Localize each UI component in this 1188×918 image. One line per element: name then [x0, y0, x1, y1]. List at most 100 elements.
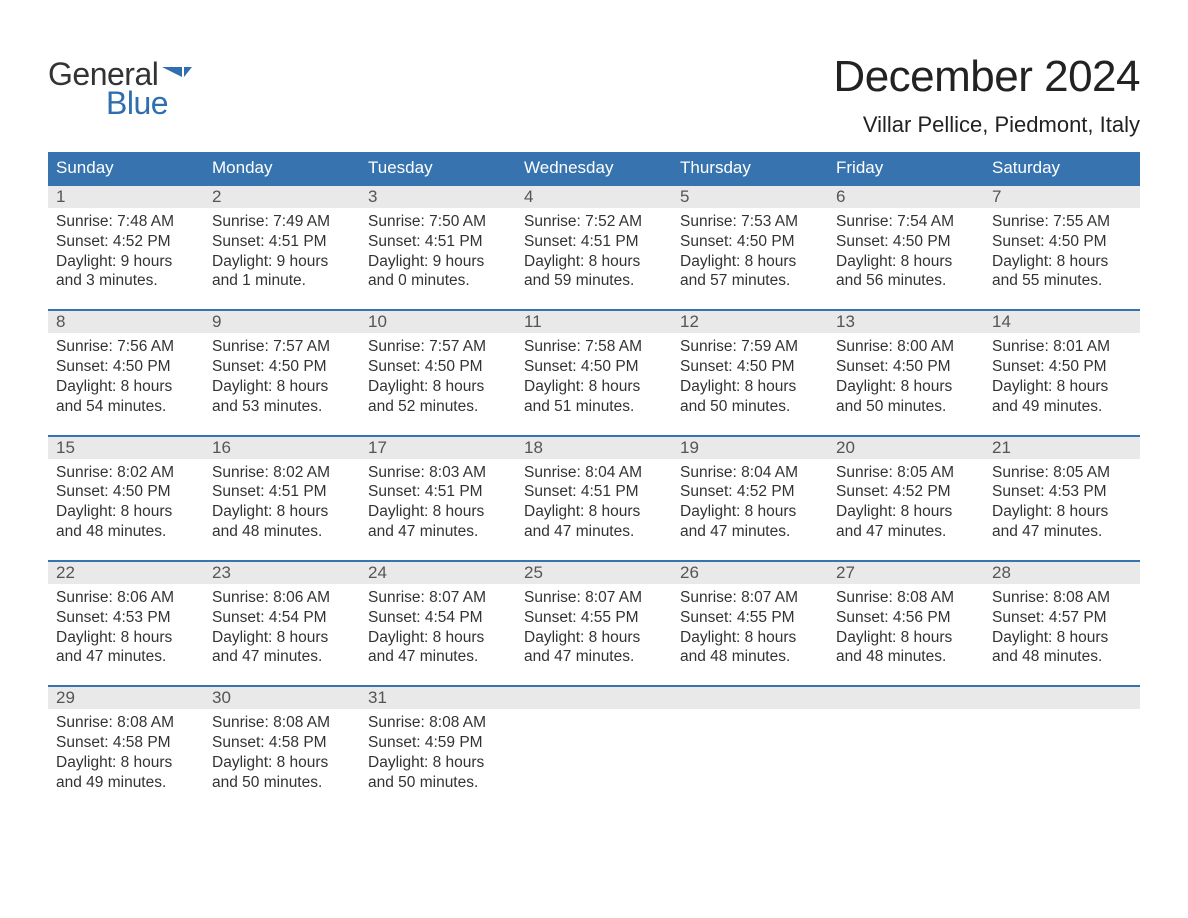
- day-number: 12: [672, 311, 828, 333]
- day-cell: 24Sunrise: 8:07 AMSunset: 4:54 PMDayligh…: [360, 562, 516, 671]
- day-content: Sunrise: 7:57 AMSunset: 4:50 PMDaylight:…: [360, 333, 516, 420]
- sunset-line: Sunset: 4:54 PM: [368, 608, 510, 628]
- day-cell: 11Sunrise: 7:58 AMSunset: 4:50 PMDayligh…: [516, 311, 672, 420]
- day-number: [984, 687, 1140, 709]
- day-content: Sunrise: 8:08 AMSunset: 4:58 PMDaylight:…: [48, 709, 204, 796]
- day-number: 23: [204, 562, 360, 584]
- sunrise-line: Sunrise: 7:49 AM: [212, 212, 354, 232]
- sunrise-line: Sunrise: 7:55 AM: [992, 212, 1134, 232]
- day-content: Sunrise: 8:05 AMSunset: 4:52 PMDaylight:…: [828, 459, 984, 546]
- sunrise-line: Sunrise: 7:53 AM: [680, 212, 822, 232]
- day-cell: 5Sunrise: 7:53 AMSunset: 4:50 PMDaylight…: [672, 186, 828, 295]
- sunset-line: Sunset: 4:51 PM: [524, 482, 666, 502]
- daylight-line-1: Daylight: 8 hours: [524, 377, 666, 397]
- sunrise-line: Sunrise: 7:58 AM: [524, 337, 666, 357]
- sunset-line: Sunset: 4:57 PM: [992, 608, 1134, 628]
- daylight-line-2: and 48 minutes.: [680, 647, 822, 667]
- day-cell: 18Sunrise: 8:04 AMSunset: 4:51 PMDayligh…: [516, 437, 672, 546]
- day-cell: 22Sunrise: 8:06 AMSunset: 4:53 PMDayligh…: [48, 562, 204, 671]
- day-cell: 20Sunrise: 8:05 AMSunset: 4:52 PMDayligh…: [828, 437, 984, 546]
- week-row: 1Sunrise: 7:48 AMSunset: 4:52 PMDaylight…: [48, 184, 1140, 295]
- day-number: 7: [984, 186, 1140, 208]
- day-cell: 16Sunrise: 8:02 AMSunset: 4:51 PMDayligh…: [204, 437, 360, 546]
- day-number: 29: [48, 687, 204, 709]
- day-cell: 7Sunrise: 7:55 AMSunset: 4:50 PMDaylight…: [984, 186, 1140, 295]
- sunrise-line: Sunrise: 8:08 AM: [992, 588, 1134, 608]
- day-content: Sunrise: 8:02 AMSunset: 4:50 PMDaylight:…: [48, 459, 204, 546]
- daylight-line-1: Daylight: 8 hours: [368, 753, 510, 773]
- day-content: Sunrise: 8:08 AMSunset: 4:56 PMDaylight:…: [828, 584, 984, 671]
- daylight-line-2: and 55 minutes.: [992, 271, 1134, 291]
- day-cell: 14Sunrise: 8:01 AMSunset: 4:50 PMDayligh…: [984, 311, 1140, 420]
- day-cell: 31Sunrise: 8:08 AMSunset: 4:59 PMDayligh…: [360, 687, 516, 796]
- sunrise-line: Sunrise: 8:08 AM: [56, 713, 198, 733]
- day-number: 11: [516, 311, 672, 333]
- day-content: Sunrise: 7:58 AMSunset: 4:50 PMDaylight:…: [516, 333, 672, 420]
- day-content: Sunrise: 8:07 AMSunset: 4:55 PMDaylight:…: [672, 584, 828, 671]
- week-row: 29Sunrise: 8:08 AMSunset: 4:58 PMDayligh…: [48, 685, 1140, 796]
- sunset-line: Sunset: 4:56 PM: [836, 608, 978, 628]
- day-content: Sunrise: 8:05 AMSunset: 4:53 PMDaylight:…: [984, 459, 1140, 546]
- weekday-header: Monday: [204, 152, 360, 184]
- day-number: 26: [672, 562, 828, 584]
- day-cell: 10Sunrise: 7:57 AMSunset: 4:50 PMDayligh…: [360, 311, 516, 420]
- sunrise-line: Sunrise: 8:07 AM: [680, 588, 822, 608]
- sunrise-line: Sunrise: 8:01 AM: [992, 337, 1134, 357]
- daylight-line-2: and 53 minutes.: [212, 397, 354, 417]
- day-cell: 21Sunrise: 8:05 AMSunset: 4:53 PMDayligh…: [984, 437, 1140, 546]
- sunrise-line: Sunrise: 8:04 AM: [680, 463, 822, 483]
- day-cell: 26Sunrise: 8:07 AMSunset: 4:55 PMDayligh…: [672, 562, 828, 671]
- day-number: 8: [48, 311, 204, 333]
- day-number: [516, 687, 672, 709]
- week-row: 15Sunrise: 8:02 AMSunset: 4:50 PMDayligh…: [48, 435, 1140, 546]
- day-content: Sunrise: 7:54 AMSunset: 4:50 PMDaylight:…: [828, 208, 984, 295]
- daylight-line-2: and 47 minutes.: [368, 522, 510, 542]
- daylight-line-2: and 56 minutes.: [836, 271, 978, 291]
- daylight-line-1: Daylight: 8 hours: [680, 502, 822, 522]
- calendar-weeks: 1Sunrise: 7:48 AMSunset: 4:52 PMDaylight…: [48, 184, 1140, 797]
- sunset-line: Sunset: 4:50 PM: [680, 357, 822, 377]
- day-content: Sunrise: 8:01 AMSunset: 4:50 PMDaylight:…: [984, 333, 1140, 420]
- day-cell: 29Sunrise: 8:08 AMSunset: 4:58 PMDayligh…: [48, 687, 204, 796]
- day-cell: [672, 687, 828, 796]
- day-cell: 9Sunrise: 7:57 AMSunset: 4:50 PMDaylight…: [204, 311, 360, 420]
- daylight-line-1: Daylight: 8 hours: [524, 502, 666, 522]
- daylight-line-1: Daylight: 8 hours: [992, 502, 1134, 522]
- month-title: December 2024: [833, 52, 1140, 102]
- sunset-line: Sunset: 4:55 PM: [524, 608, 666, 628]
- daylight-line-1: Daylight: 8 hours: [524, 628, 666, 648]
- daylight-line-2: and 47 minutes.: [680, 522, 822, 542]
- daylight-line-1: Daylight: 8 hours: [212, 628, 354, 648]
- sunrise-line: Sunrise: 8:07 AM: [524, 588, 666, 608]
- day-content: Sunrise: 8:04 AMSunset: 4:51 PMDaylight:…: [516, 459, 672, 546]
- sunset-line: Sunset: 4:55 PM: [680, 608, 822, 628]
- sunrise-line: Sunrise: 8:08 AM: [212, 713, 354, 733]
- page-header: General Blue December 2024 Villar Pellic…: [48, 20, 1140, 138]
- daylight-line-1: Daylight: 8 hours: [212, 377, 354, 397]
- logo-text-blue: Blue: [106, 85, 192, 122]
- day-cell: 17Sunrise: 8:03 AMSunset: 4:51 PMDayligh…: [360, 437, 516, 546]
- location-subtitle: Villar Pellice, Piedmont, Italy: [833, 112, 1140, 138]
- day-number: 5: [672, 186, 828, 208]
- day-content: Sunrise: 8:07 AMSunset: 4:54 PMDaylight:…: [360, 584, 516, 671]
- daylight-line-2: and 48 minutes.: [992, 647, 1134, 667]
- daylight-line-1: Daylight: 8 hours: [56, 502, 198, 522]
- daylight-line-2: and 47 minutes.: [368, 647, 510, 667]
- sunrise-line: Sunrise: 7:57 AM: [368, 337, 510, 357]
- day-content: Sunrise: 7:53 AMSunset: 4:50 PMDaylight:…: [672, 208, 828, 295]
- day-number: 3: [360, 186, 516, 208]
- title-block: December 2024 Villar Pellice, Piedmont, …: [833, 20, 1140, 138]
- day-content: Sunrise: 8:08 AMSunset: 4:58 PMDaylight:…: [204, 709, 360, 796]
- day-cell: 12Sunrise: 7:59 AMSunset: 4:50 PMDayligh…: [672, 311, 828, 420]
- day-content: Sunrise: 8:07 AMSunset: 4:55 PMDaylight:…: [516, 584, 672, 671]
- daylight-line-1: Daylight: 8 hours: [56, 753, 198, 773]
- sunset-line: Sunset: 4:51 PM: [368, 482, 510, 502]
- daylight-line-1: Daylight: 8 hours: [836, 628, 978, 648]
- sunset-line: Sunset: 4:50 PM: [212, 357, 354, 377]
- sunset-line: Sunset: 4:52 PM: [680, 482, 822, 502]
- sunset-line: Sunset: 4:50 PM: [56, 482, 198, 502]
- daylight-line-1: Daylight: 8 hours: [524, 252, 666, 272]
- weekday-header: Friday: [828, 152, 984, 184]
- day-number: 30: [204, 687, 360, 709]
- weekday-header: Wednesday: [516, 152, 672, 184]
